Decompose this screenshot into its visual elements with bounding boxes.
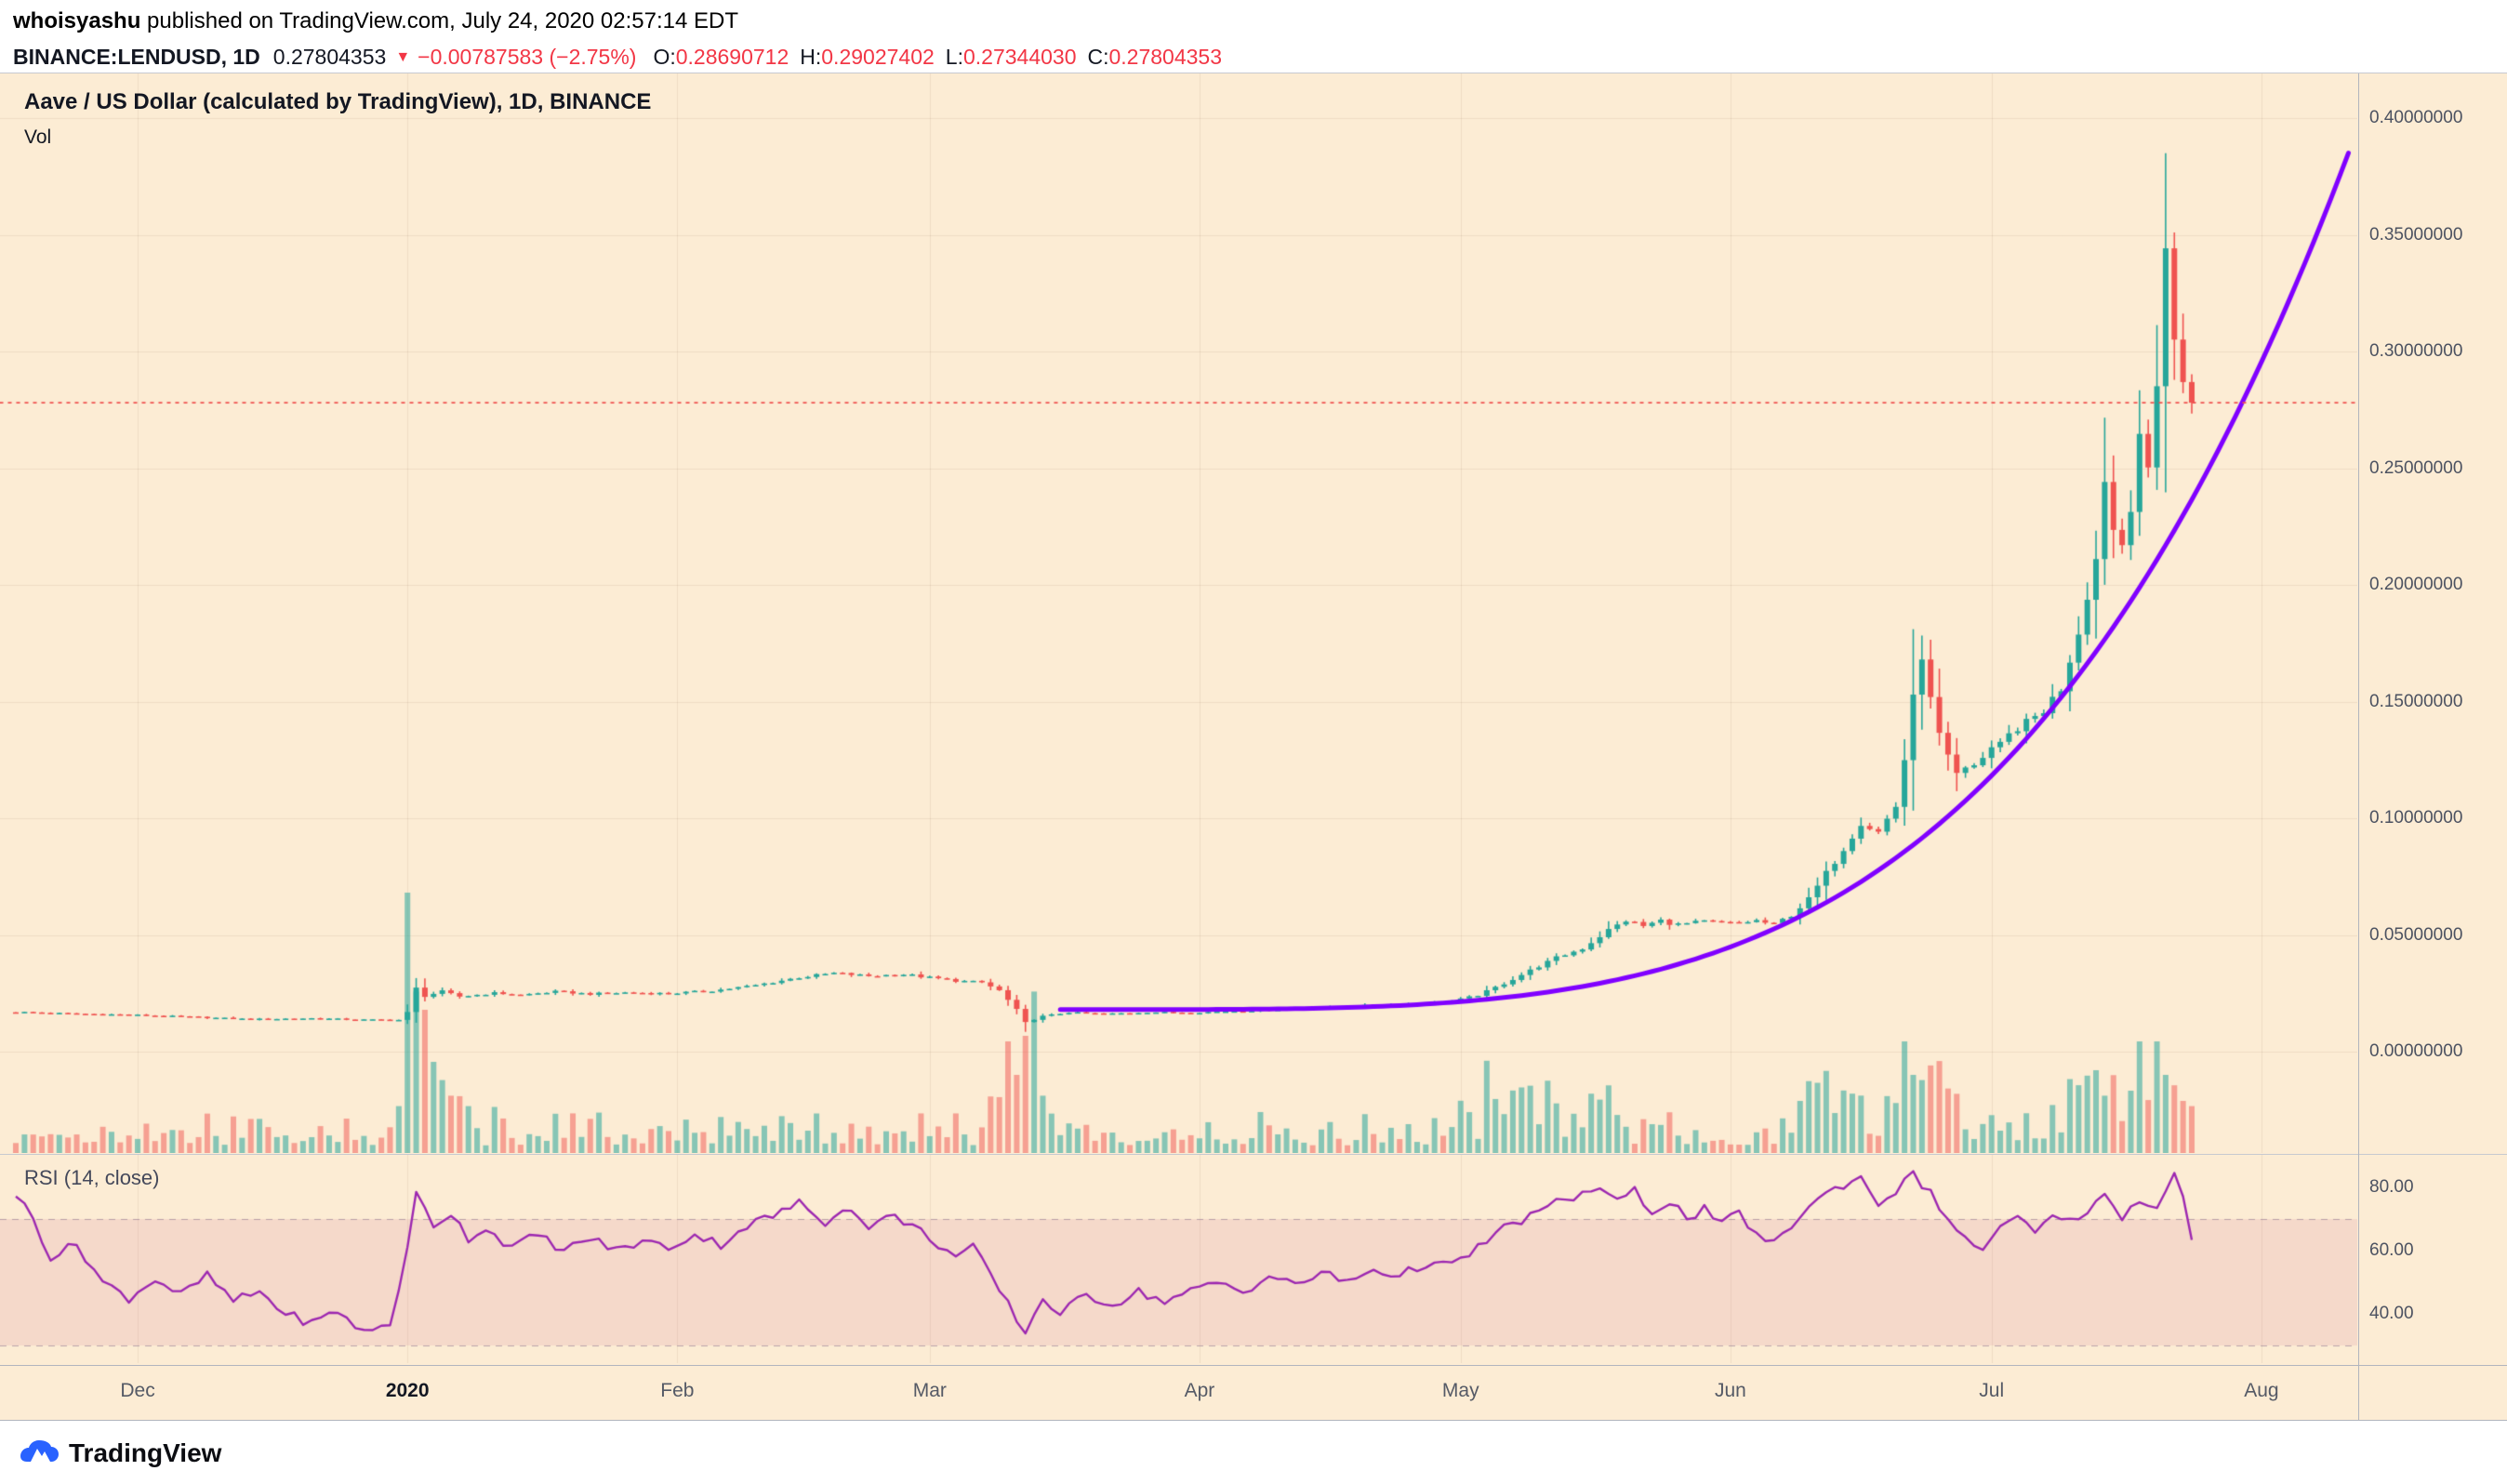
tradingview-brand[interactable]: TradingView bbox=[69, 1438, 222, 1467]
chart-legend: Aave / US Dollar (calculated by TradingV… bbox=[24, 89, 651, 149]
rsi-tick-label: 60.00 bbox=[2369, 1240, 2414, 1260]
time-tick-label: Jun bbox=[1714, 1380, 1746, 1401]
last-price-value: 0.27804353 bbox=[272, 45, 387, 69]
time-tick-label: 2020 bbox=[385, 1380, 430, 1401]
price-tick-label: 0.35000000 bbox=[2369, 224, 2463, 245]
pane-separator[interactable] bbox=[0, 1154, 2507, 1155]
price-chart-canvas[interactable] bbox=[0, 73, 2357, 1153]
price-tick-label: 0.40000000 bbox=[2369, 108, 2463, 127]
time-tick-label: Jul bbox=[1979, 1380, 2005, 1401]
ohlc-low: L:0.27344030 bbox=[945, 45, 1077, 69]
symbol-info-bar: BINANCE:LENDUSD, 1D 0.27804353 ▼ −0.0078… bbox=[0, 41, 2507, 73]
price-down-arrow-icon: ▼ bbox=[395, 48, 411, 65]
price-tick-label: 0.30000000 bbox=[2369, 341, 2463, 361]
footer: TradingView bbox=[0, 1422, 2507, 1484]
time-tick-label: Mar bbox=[912, 1380, 947, 1401]
legend-volume-label[interactable]: Vol bbox=[24, 126, 52, 148]
time-tick-label: Apr bbox=[1184, 1380, 1215, 1401]
time-tick-label: Feb bbox=[660, 1380, 695, 1401]
time-tick-label: May bbox=[1441, 1380, 1479, 1401]
price-tick-label: 0.15000000 bbox=[2369, 691, 2463, 711]
ohlc-open: O:0.28690712 bbox=[653, 45, 789, 69]
price-change-value: −0.00787583 (−2.75%) bbox=[418, 45, 637, 69]
legend-title[interactable]: Aave / US Dollar (calculated by TradingV… bbox=[24, 89, 652, 114]
byline-username: whoisyashu bbox=[13, 8, 141, 33]
rsi-tick-label: 80.00 bbox=[2369, 1177, 2414, 1197]
price-tick-label: 0.25000000 bbox=[2369, 457, 2463, 478]
symbol-title[interactable]: BINANCE:LENDUSD, 1D bbox=[13, 45, 260, 69]
tradingview-logo-icon[interactable] bbox=[19, 1438, 60, 1468]
byline-text: published on TradingView.com, July 24, 2… bbox=[140, 8, 739, 33]
ohlc-high: H:0.29027402 bbox=[800, 45, 935, 69]
price-tick-label: 0.00000000 bbox=[2369, 1041, 2463, 1061]
time-axis[interactable]: Dec 2020 Feb Mar Apr May Jun Jul Aug bbox=[0, 1365, 2507, 1421]
byline: whoisyashu published on TradingView.com,… bbox=[0, 0, 2507, 41]
rsi-tick-label: 40.00 bbox=[2369, 1304, 2414, 1323]
rsi-legend[interactable]: RSI (14, close) bbox=[24, 1166, 160, 1189]
rsi-chart-canvas[interactable] bbox=[0, 1155, 2357, 1363]
price-tick-label: 0.10000000 bbox=[2369, 808, 2463, 828]
price-tick-label: 0.05000000 bbox=[2369, 924, 2463, 945]
price-tick-label: 0.20000000 bbox=[2369, 575, 2463, 594]
time-tick-label: Aug bbox=[2244, 1380, 2279, 1401]
time-tick-label: Dec bbox=[120, 1380, 155, 1401]
ohlc-close: C:0.27804353 bbox=[1087, 45, 1222, 69]
price-axis[interactable]: 0.27804353 17:02:48 0.400000000.35000000… bbox=[2358, 73, 2507, 1421]
